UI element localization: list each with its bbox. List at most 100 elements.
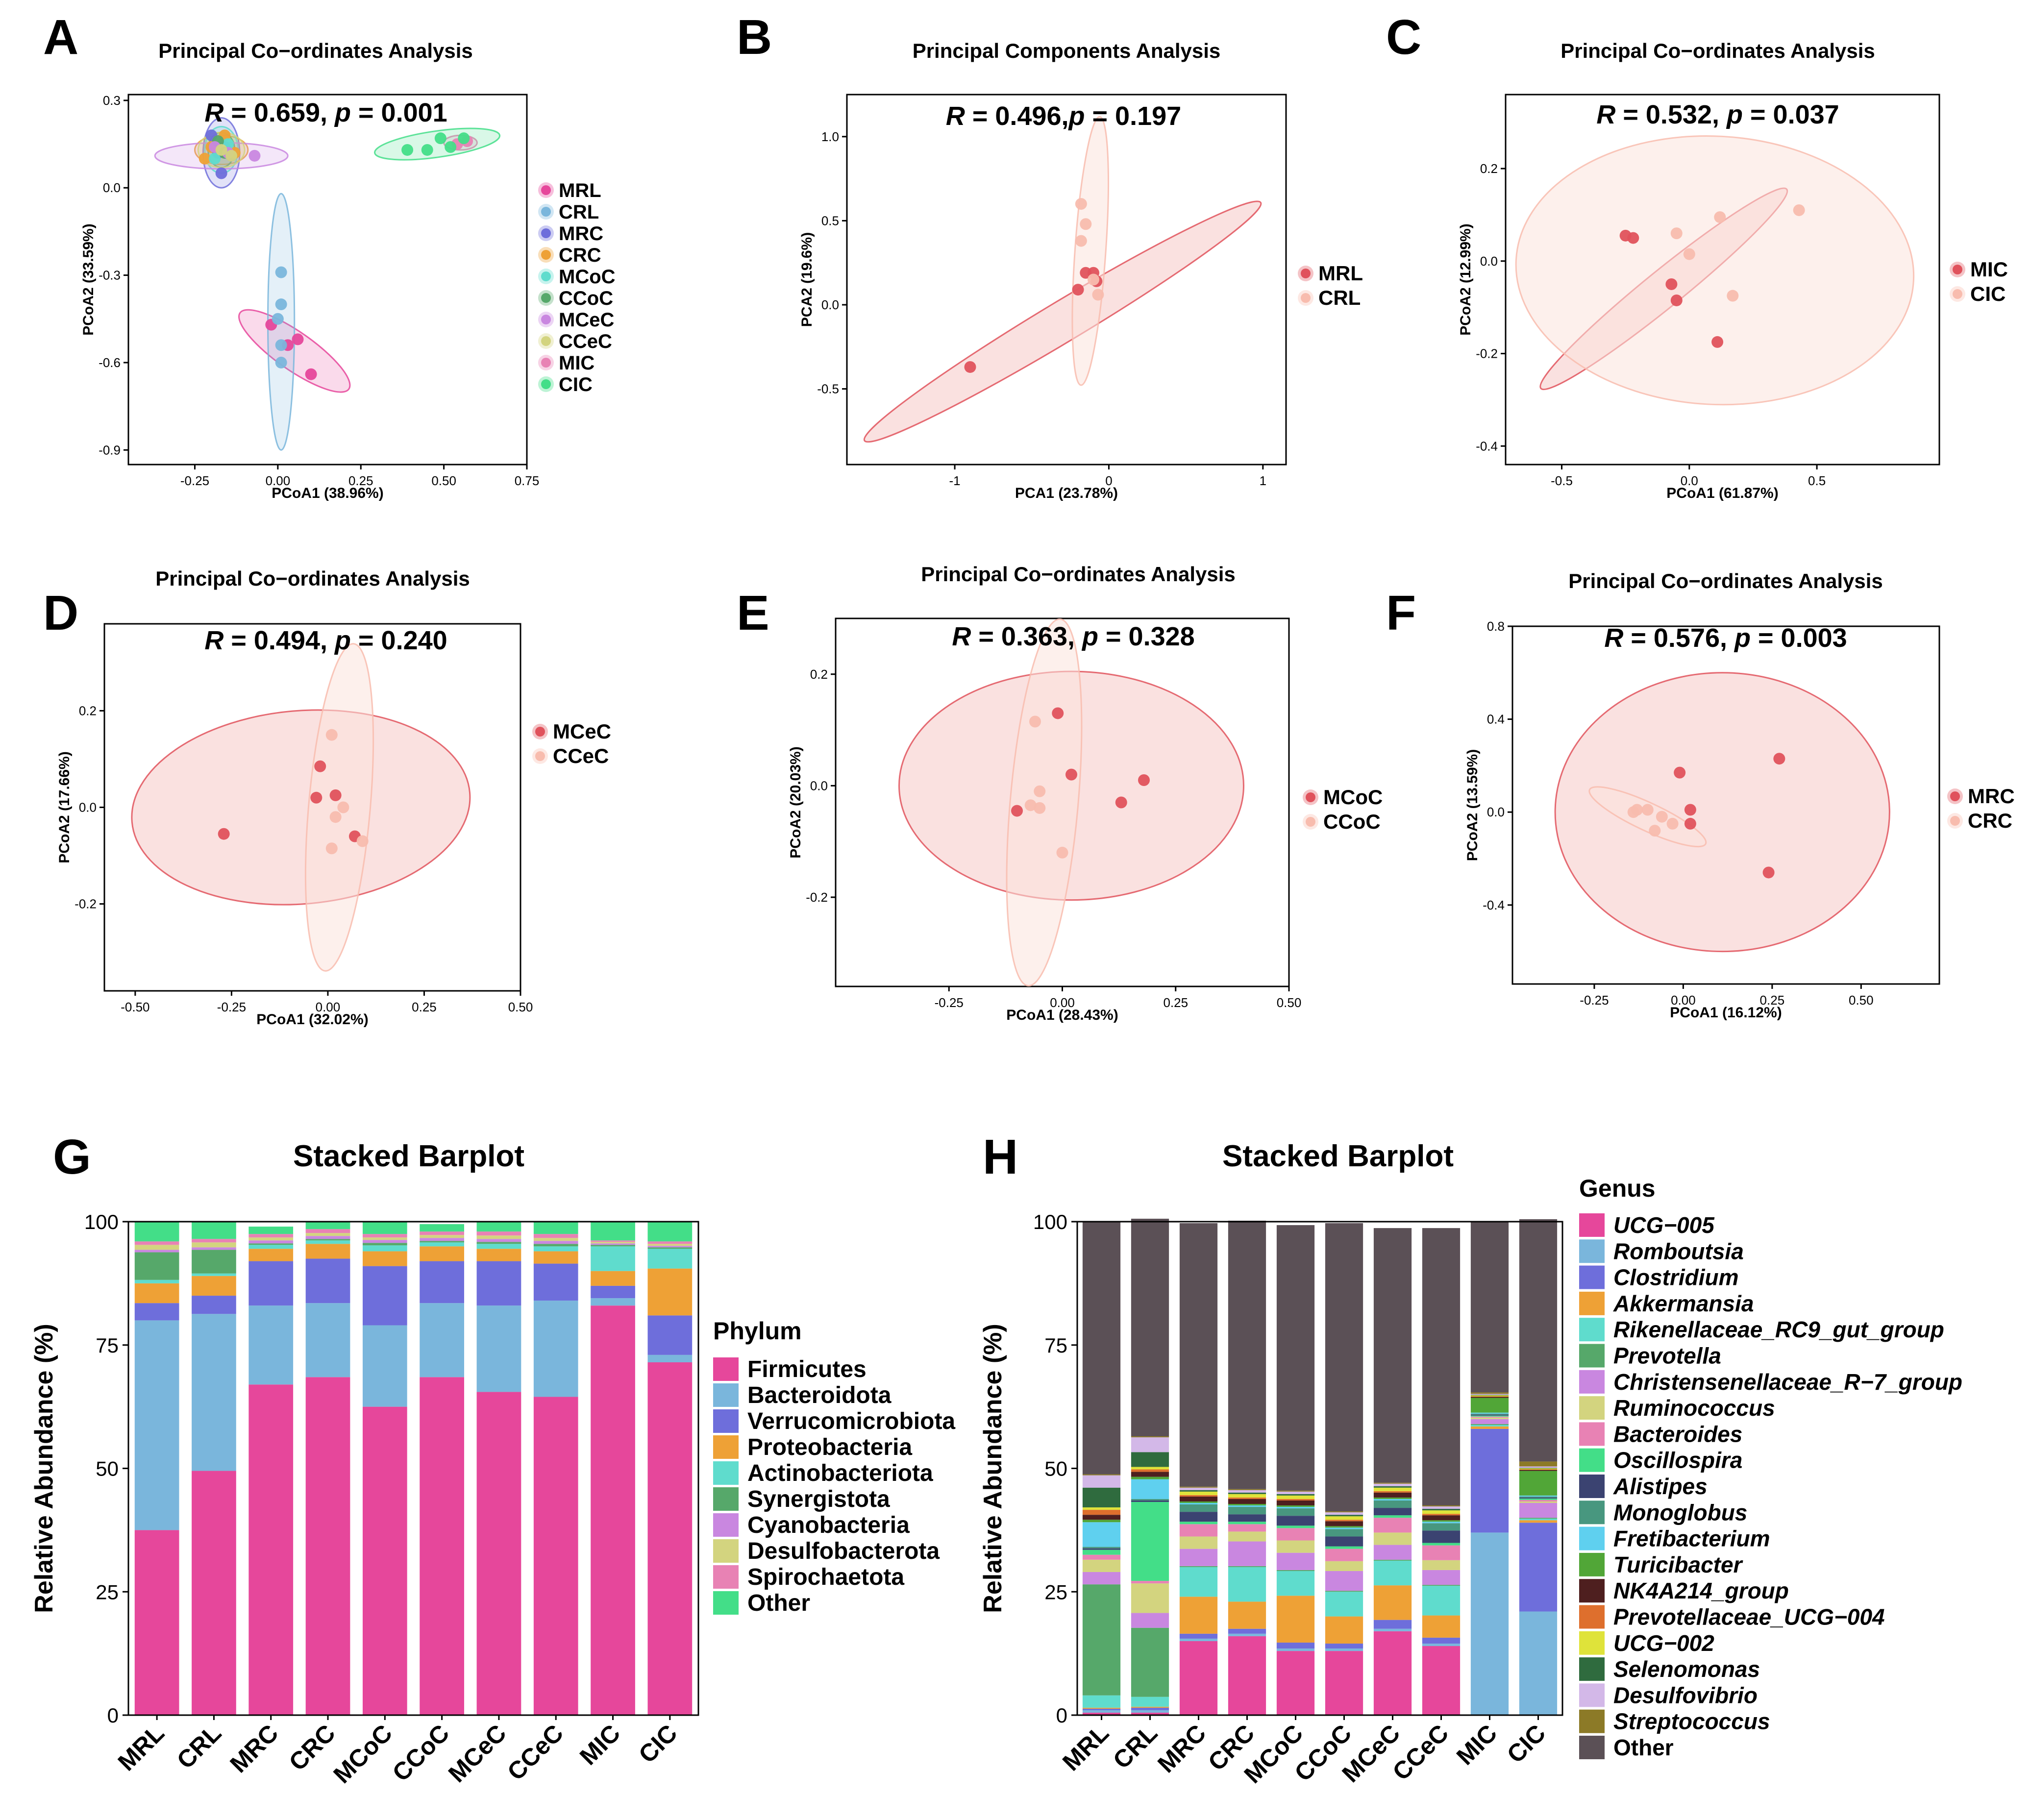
legend-item-mrc: MRC bbox=[1947, 785, 2015, 808]
legend-item-mrl: MRL bbox=[1298, 262, 1363, 285]
panel-b: B Principal Components Analysis R = 0.496,… bbox=[737, 10, 1363, 501]
bar-segment-streptococcus bbox=[1131, 1436, 1169, 1438]
bar-segment-nk4a214-group bbox=[1422, 1515, 1461, 1521]
bar-segment-rikenellaceae-rc9-gut-group bbox=[1228, 1567, 1266, 1602]
point-crl bbox=[1075, 198, 1087, 210]
bar-segment-ucg-005 bbox=[1131, 1712, 1169, 1715]
bar-segment-synergistota bbox=[476, 1242, 521, 1244]
plot-frame bbox=[1505, 94, 1940, 466]
legend-item-verrucomicrobiota: Verrucomicrobiota bbox=[713, 1408, 955, 1434]
legend-label: Christensenellaceae_R−7_group bbox=[1613, 1369, 1962, 1395]
bar-segment-selenomonas bbox=[1276, 1494, 1315, 1496]
bar-segment-alistipes bbox=[1373, 1508, 1412, 1516]
bar-segment-streptococcus bbox=[1325, 1511, 1363, 1513]
legend-swatch bbox=[713, 1461, 739, 1485]
bar-segment-proteobacteria bbox=[647, 1268, 693, 1316]
legend-label: Firmicutes bbox=[747, 1356, 867, 1382]
bar-segment-cyanobacteria bbox=[647, 1246, 693, 1248]
legend-item-cic: CIC bbox=[538, 374, 593, 395]
bar-segment-synergistota bbox=[647, 1247, 693, 1249]
stat-r-value: = 0.532, bbox=[1615, 100, 1727, 129]
bar-segment-proteobacteria bbox=[420, 1246, 465, 1261]
bar-segment-synergistota bbox=[533, 1244, 578, 1247]
bar-segment-nk4a214-group bbox=[1325, 1521, 1363, 1526]
bar-segment-christensenellaceae-r-7-group bbox=[1276, 1552, 1315, 1570]
bar-segment-proteobacteria bbox=[533, 1251, 578, 1264]
bar-segment-oscillospira bbox=[1276, 1525, 1315, 1528]
stat-r-value: = 0.576, bbox=[1623, 623, 1734, 653]
stat-p-value: = 0.001 bbox=[351, 98, 447, 127]
bar-mcoc bbox=[362, 1222, 407, 1715]
bar-segment-desulfovibrio bbox=[1179, 1487, 1218, 1490]
x-tick-label: 0.25 bbox=[1163, 995, 1188, 1010]
legend-swatch bbox=[1579, 1318, 1605, 1342]
x-tick-label: CIC bbox=[1502, 1719, 1551, 1768]
point-ccec bbox=[325, 842, 338, 855]
bar-segment-bacteroides bbox=[1228, 1524, 1266, 1532]
bar-segment-romboutsia bbox=[1131, 1710, 1169, 1713]
panel-e: E Principal Co−ordinates Analysis R = 0.36… bbox=[737, 563, 1383, 1023]
bar-segment-synergistota bbox=[305, 1239, 350, 1241]
bar-segment-fretibacterium bbox=[1422, 1522, 1461, 1524]
legend-key bbox=[1306, 792, 1315, 802]
bar-segment-spirochaetota bbox=[248, 1234, 294, 1238]
bar-segment-rikenellaceae-rc9-gut-group bbox=[1470, 1425, 1509, 1426]
legend-swatch bbox=[1579, 1526, 1605, 1550]
point-crc bbox=[1631, 804, 1643, 816]
legend-key bbox=[1950, 816, 1960, 826]
panel-label-a: A bbox=[43, 10, 78, 65]
legend-key bbox=[541, 293, 551, 303]
bar-segment-verrucomicrobiota bbox=[305, 1258, 350, 1304]
bar-segment-other bbox=[1131, 1218, 1169, 1437]
bar-segment-clostridium bbox=[1276, 1642, 1315, 1649]
chart-title: Principal Co−ordinates Analysis bbox=[1568, 569, 1882, 592]
legend-key bbox=[1306, 817, 1315, 827]
bar-segment-akkermansia bbox=[1082, 1707, 1121, 1709]
x-tick-label: CRL bbox=[172, 1719, 226, 1774]
legend-item-crl: CRL bbox=[1298, 286, 1361, 309]
chart-title: Principal Co−ordinates Analysis bbox=[921, 563, 1235, 586]
x-tick-label: 0.50 bbox=[1849, 993, 1874, 1008]
bar-segment-firmicutes bbox=[248, 1384, 294, 1715]
point-mrc bbox=[1684, 804, 1696, 816]
bar-segment-prevotella bbox=[1422, 1585, 1461, 1586]
bar-segment-christensenellaceae-r-7-group bbox=[1422, 1570, 1461, 1585]
legend-item-mic: MIC bbox=[1950, 258, 2008, 281]
bar-segment-monoglobus bbox=[1276, 1508, 1315, 1516]
point-crc bbox=[198, 152, 211, 165]
x-axis-label: PCoA1 (38.96%) bbox=[272, 485, 383, 501]
legend-item-fretibacterium: Fretibacterium bbox=[1579, 1526, 1770, 1551]
bar-segment-fretibacterium bbox=[1519, 1495, 1558, 1497]
legend-item-alistipes: Alistipes bbox=[1579, 1474, 1708, 1499]
legend-label: Proteobacteria bbox=[747, 1434, 912, 1460]
bar-segment-ruminococcus bbox=[1131, 1583, 1169, 1613]
bar-segment-other bbox=[1325, 1223, 1363, 1512]
bar-segment-other bbox=[533, 1222, 578, 1234]
legend-item-ucg-002: UCG−002 bbox=[1579, 1630, 1714, 1656]
legend-swatch bbox=[1579, 1396, 1605, 1420]
plot-area bbox=[1515, 135, 1915, 406]
bar-segment-cyanobacteria bbox=[305, 1236, 350, 1239]
stat-r-value: = 0.363, bbox=[971, 622, 1082, 651]
legend-swatch bbox=[713, 1513, 739, 1537]
point-ccec bbox=[225, 149, 238, 162]
point-mrl bbox=[305, 368, 317, 380]
y-tick-label: 0.2 bbox=[79, 703, 97, 718]
legend-label: MCeC bbox=[553, 720, 611, 743]
bar-segment-ruminococcus bbox=[1373, 1532, 1412, 1545]
y-axis-label: PCoA2 (20.03%) bbox=[788, 746, 804, 858]
bar-segment-prevotella bbox=[1325, 1591, 1363, 1592]
point-crl bbox=[1075, 235, 1087, 247]
bar-segment-fretibacterium bbox=[1470, 1412, 1509, 1414]
point-crl bbox=[272, 313, 284, 325]
bar-segment-ucg-005 bbox=[1228, 1636, 1266, 1715]
x-tick-label: 0.50 bbox=[431, 473, 456, 488]
legend-label: Akkermansia bbox=[1613, 1291, 1754, 1316]
legend-item-ccec: CCeC bbox=[538, 331, 612, 352]
point-mcoc bbox=[1138, 774, 1150, 786]
bar-segment-other bbox=[647, 1222, 693, 1242]
bar-segment-nk4a214-group bbox=[1228, 1499, 1266, 1504]
bar-segment-bacteroides bbox=[1325, 1549, 1363, 1561]
bar-segment-proteobacteria bbox=[248, 1249, 294, 1261]
y-tick-label: -0.2 bbox=[806, 890, 828, 905]
